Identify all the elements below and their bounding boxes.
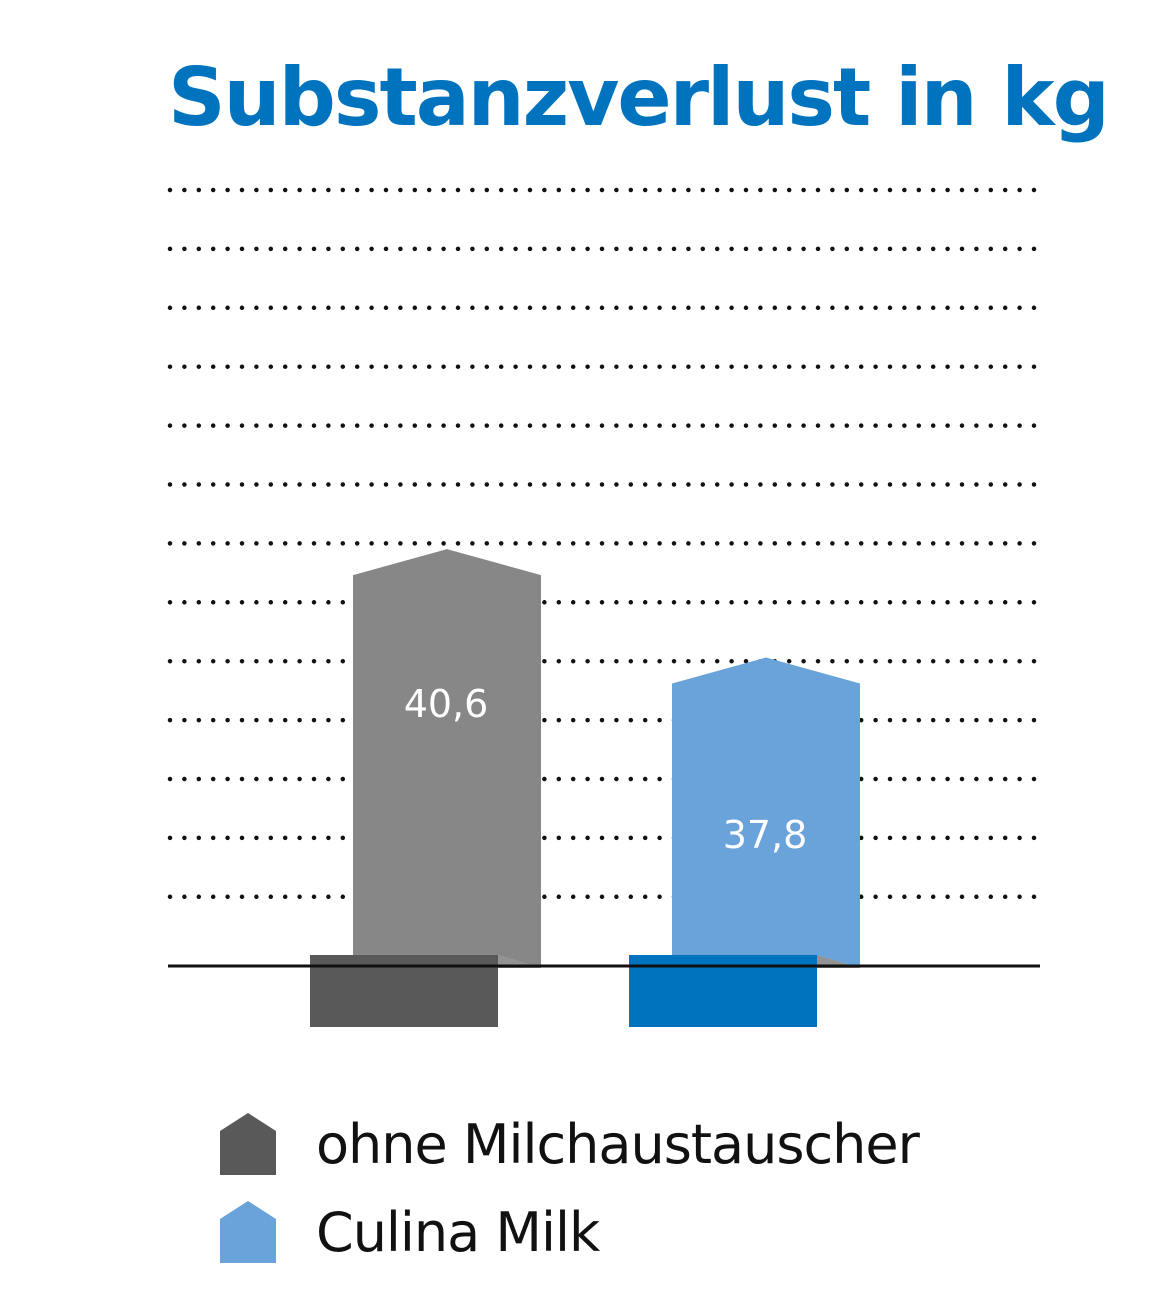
grid-lines [167,187,1043,900]
legend: ohne Milchaustauscher Culina Milk [220,1100,920,1276]
legend-item-culina-milk: Culina Milk [220,1188,919,1276]
legend-swatch-culina-milk [220,1201,276,1263]
chart-title: Substanzverlust in kg [168,51,1110,144]
bar-culina-milk [672,657,860,968]
bars: 40,6 37,8 [310,549,860,1027]
legend-label: ohne Milchaustauscher [316,1112,920,1176]
bar-ohne-milchaustauscher [353,549,541,968]
legend-swatch-ohne-milchaustauscher [220,1113,276,1175]
legend-label: Culina Milk [316,1200,600,1264]
legend-item-ohne-milchaustauscher: ohne Milchaustauscher [220,1100,920,1188]
bar-value-label-ohne-milchaustauscher: 40,6 [404,682,489,726]
bar-value-label-culina-milk: 37,8 [723,813,808,857]
